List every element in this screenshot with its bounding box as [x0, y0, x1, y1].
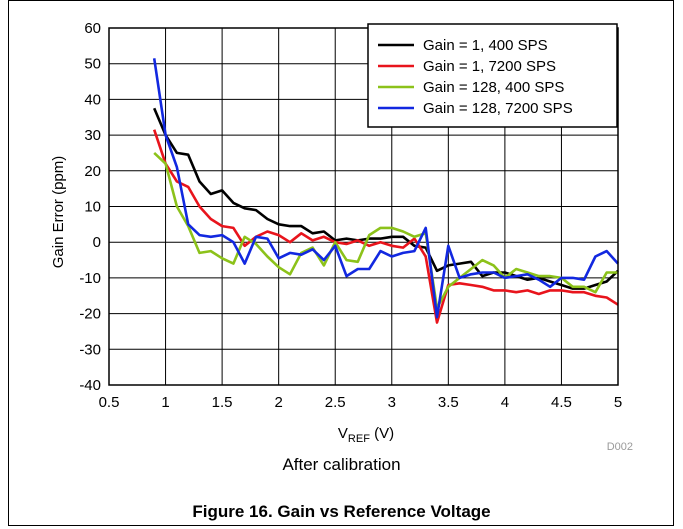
legend: Gain = 1, 400 SPS Gain = 1, 7200 SPS Gain …: [367, 23, 618, 128]
series-line-4: [152, 58, 619, 319]
plot-area-border: [108, 27, 619, 386]
y-tick-label: -10: [79, 270, 101, 287]
tick-labels: 0.5 1 1.5 2 2.5 3 3.5 4 4.5 5 60 50 40 30 20 10 0 -10 -20 -…: [79, 20, 622, 411]
x-tick-label: 1: [161, 394, 169, 411]
x-tick-label: 4: [501, 394, 509, 411]
x-tick-label: 3: [388, 394, 396, 411]
y-tick-label: -40: [79, 377, 101, 394]
x-tick-label: 1.5: [212, 394, 233, 411]
y-tick-label: 0: [93, 234, 101, 251]
legend-label: Gain = 1, 400 SPS: [423, 37, 548, 54]
x-tick-label: 3.5: [438, 394, 459, 411]
x-tick-label: 4.5: [551, 394, 572, 411]
x-axis-label-unit: (V): [370, 425, 394, 442]
figure-caption: Figure 16. Gain vs Reference Voltage: [192, 502, 491, 521]
gain-error-chart: 0.5 1 1.5 2 2.5 3 3.5 4 4.5 5 60 50 40 30 20 10 0 -10 -20 -…: [50, 20, 633, 450]
y-tick-label: 10: [84, 199, 101, 216]
figure-id-watermark: D002: [607, 441, 633, 450]
x-tick-label: 2: [274, 394, 282, 411]
x-tick-label: 0.5: [99, 394, 120, 411]
legend-label: Gain = 128, 7200 SPS: [423, 100, 573, 117]
legend-label: Gain = 128, 400 SPS: [423, 79, 564, 96]
series-line-3: [153, 151, 618, 310]
y-tick-label: -20: [79, 306, 101, 323]
y-tick-label: 50: [84, 56, 101, 73]
x-tick-label: 5: [614, 394, 622, 411]
series-line-2: [152, 129, 619, 324]
chart-subcaption: After calibration: [282, 455, 401, 474]
x-axis-label-main: V: [338, 425, 348, 442]
legend-box: [367, 23, 618, 128]
x-axis-label: VREF (V): [338, 425, 394, 445]
x-tick-label: 2.5: [325, 394, 346, 411]
figure-frame: [8, 0, 674, 526]
series-layer: [152, 58, 619, 324]
y-tick-label: 20: [84, 163, 101, 180]
y-tick-label: 60: [84, 20, 101, 37]
y-tick-label: 40: [84, 91, 101, 108]
y-tick-label: -30: [79, 341, 101, 358]
series-line-1: [153, 107, 619, 290]
x-axis-label-sub: REF: [348, 433, 370, 445]
y-axis-label: Gain Error (ppm): [50, 156, 67, 269]
y-tick-label: 30: [84, 127, 101, 144]
legend-label: Gain = 1, 7200 SPS: [423, 58, 556, 75]
